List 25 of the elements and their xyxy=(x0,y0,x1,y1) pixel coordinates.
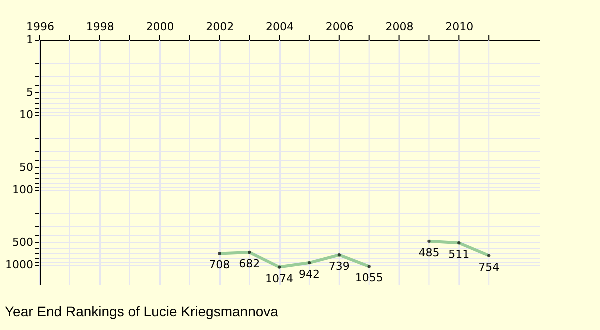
x-tick-label: 2004 xyxy=(266,20,294,34)
x-tick-label: 2010 xyxy=(446,20,474,34)
data-label: 1074 xyxy=(266,272,294,286)
x-tick-label: 2008 xyxy=(386,20,414,34)
data-label: 739 xyxy=(328,260,350,274)
x-tick-label: 2006 xyxy=(326,20,354,34)
data-label: 682 xyxy=(239,258,260,270)
data-label: 1055 xyxy=(355,272,384,285)
y-tick-label: 1 xyxy=(26,34,34,46)
y-tick-label: 50 xyxy=(20,160,34,174)
y-tick-label: 500 xyxy=(12,236,34,249)
x-tick-label: 1996 xyxy=(26,20,54,34)
y-tick-label: 10 xyxy=(20,108,34,122)
data-label: 708 xyxy=(209,258,230,272)
data-label: 511 xyxy=(448,248,470,262)
data-label: 754 xyxy=(478,260,500,274)
x-tick-label: 2002 xyxy=(206,20,234,34)
x-tick-label: 2000 xyxy=(146,20,174,34)
data-label: 485 xyxy=(418,246,440,260)
y-tick-label: 1000 xyxy=(6,258,34,272)
x-tick-label: 1998 xyxy=(86,20,114,34)
data-label: 942 xyxy=(298,268,320,282)
text: Year End Rankings of Lucie Kriegsmannova xyxy=(5,304,279,320)
y-tick-label: 5 xyxy=(26,86,34,99)
y-tick-label: 100 xyxy=(12,183,34,196)
